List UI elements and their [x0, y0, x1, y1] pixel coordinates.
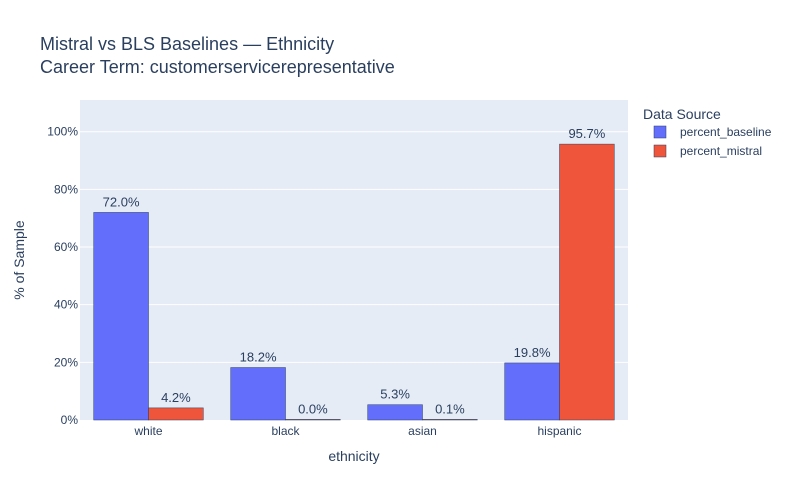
data-label: 4.2% [161, 390, 191, 405]
y-axis-label: % of Sample [11, 220, 27, 300]
data-label: 19.8% [514, 345, 551, 360]
legend-swatch [653, 144, 667, 158]
chart-subtitle: Career Term: customerservicerepresentati… [40, 57, 395, 77]
bar-percent_mistral-white[interactable] [148, 407, 204, 421]
bar-percent_baseline-black[interactable] [230, 367, 286, 421]
x-axis-ticks: white black asian hispanic [133, 424, 581, 438]
bar-percent_mistral-hispanic[interactable] [559, 143, 615, 421]
x-tick-label: white [133, 424, 162, 438]
y-tick-label: 100% [47, 125, 78, 139]
data-label: 0.1% [435, 401, 465, 416]
bar-percent_baseline-asian[interactable] [367, 404, 423, 421]
chart-title: Mistral vs BLS Baselines — Ethnicity [40, 34, 334, 54]
y-tick-label: 0% [61, 413, 79, 427]
legend-label: percent_mistral [680, 144, 762, 158]
legend-swatch [653, 125, 667, 139]
data-label: 0.0% [298, 401, 328, 416]
data-label: 18.2% [240, 350, 277, 365]
data-label: 72.0% [103, 194, 140, 209]
data-label: 95.7% [568, 126, 605, 141]
gridlines [80, 131, 628, 363]
bar-percent_baseline-white[interactable] [93, 212, 149, 421]
legend-label: percent_baseline [680, 125, 772, 139]
bars [93, 143, 615, 421]
data-label: 5.3% [380, 387, 410, 402]
legend-items[interactable]: percent_baseline percent_mistral [653, 125, 772, 158]
y-tick-label: 60% [54, 240, 78, 254]
y-tick-label: 20% [54, 355, 78, 369]
x-tick-label: hispanic [537, 424, 581, 438]
y-tick-label: 80% [54, 182, 78, 196]
bar-percent_mistral-black[interactable] [285, 419, 341, 421]
data-labels: 72.0% 4.2% 18.2% 0.0% 5.3% 0.1% 19.8% 95.7% [103, 126, 606, 416]
x-tick-label: asian [408, 424, 437, 438]
legend-item-percent_baseline[interactable]: percent_baseline [653, 125, 772, 139]
bar-percent_mistral-asian[interactable] [422, 419, 478, 421]
bar-percent_baseline-hispanic[interactable] [504, 362, 560, 421]
y-axis-ticks: 0% 20% 40% 60% 80% 100% [47, 125, 78, 427]
legend-title: Data Source [643, 106, 721, 122]
x-tick-label: black [271, 424, 300, 438]
legend[interactable]: Data Source percent_baseline percent_mist… [643, 106, 772, 158]
legend-item-percent_mistral[interactable]: percent_mistral [653, 144, 762, 158]
y-tick-label: 40% [54, 298, 78, 312]
x-axis-label: ethnicity [328, 448, 379, 464]
